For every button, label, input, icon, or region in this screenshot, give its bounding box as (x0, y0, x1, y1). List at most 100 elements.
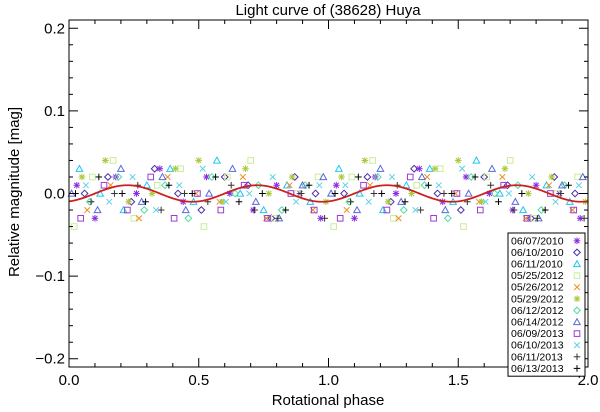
data-point (560, 181, 569, 190)
data-point (529, 173, 536, 181)
data-point (188, 190, 196, 197)
data-point (133, 190, 140, 197)
data-point (254, 181, 263, 190)
series-8 (67, 164, 587, 222)
legend-marker (573, 295, 581, 303)
series-12 (72, 173, 572, 214)
data-point (342, 182, 349, 189)
data-point (95, 189, 105, 197)
legend-marker (572, 317, 582, 326)
data-point (319, 172, 328, 181)
data-point (173, 189, 182, 198)
legend-marker (573, 353, 581, 361)
data-point (412, 206, 419, 214)
data-point (575, 182, 583, 189)
legend-label: 06/11/2013 (511, 351, 563, 363)
data-point (116, 164, 126, 172)
data-point (523, 214, 531, 222)
data-point (199, 165, 206, 172)
data-point (360, 181, 367, 189)
data-point (265, 190, 273, 197)
data-point (239, 173, 247, 181)
data-point (172, 165, 179, 173)
data-point (181, 205, 190, 214)
data-point (150, 164, 159, 173)
data-point (217, 206, 225, 214)
legend-marker (572, 259, 582, 268)
data-point (200, 223, 208, 230)
data-point (84, 206, 91, 214)
data-point (571, 189, 580, 198)
data-point (336, 214, 344, 222)
data-point (204, 189, 214, 197)
data-point (373, 172, 382, 181)
data-point (390, 214, 397, 222)
y-tick-label: 0.1 (44, 103, 65, 120)
data-point (292, 198, 300, 205)
data-point (435, 182, 442, 189)
data-point (417, 172, 427, 181)
data-point (259, 205, 268, 214)
data-point (102, 157, 109, 164)
data-point (430, 214, 437, 222)
data-point (288, 173, 296, 181)
legend-marker (573, 342, 581, 349)
data-point (433, 189, 442, 198)
data-point (406, 173, 414, 181)
data-point (454, 157, 462, 164)
data-point (119, 205, 128, 214)
data-point (532, 181, 540, 189)
data-point (114, 172, 123, 181)
data-point (505, 190, 513, 197)
data-point (77, 214, 84, 222)
data-point (490, 189, 499, 198)
data-point (118, 190, 126, 197)
data-point (487, 181, 494, 189)
data-point (456, 206, 465, 215)
data-point (158, 172, 167, 181)
data-point (273, 181, 280, 189)
data-point (518, 205, 528, 214)
data-point (223, 173, 231, 181)
x-tick-label: 1.5 (448, 372, 469, 389)
data-point (402, 180, 411, 189)
data-point (345, 197, 354, 206)
data-point (161, 181, 170, 190)
data-point (331, 190, 339, 197)
series-11 (87, 181, 588, 222)
data-point (330, 223, 337, 230)
data-point (537, 206, 546, 215)
legend-label: 06/09/2013 (511, 328, 564, 340)
legend-marker (573, 272, 581, 279)
data-point (176, 182, 183, 189)
data-point (501, 165, 509, 173)
data-point (142, 180, 151, 189)
data-point (355, 173, 362, 181)
data-point (242, 165, 249, 173)
data-point (565, 181, 572, 189)
data-point (506, 157, 514, 164)
data-point (111, 190, 118, 197)
data-point (472, 156, 481, 164)
data-point (443, 214, 452, 223)
data-point (548, 173, 555, 181)
data-point (510, 206, 518, 214)
data-point (351, 214, 358, 222)
data-point (365, 198, 372, 205)
data-point (274, 214, 282, 222)
legend-label: 05/29/2012 (511, 293, 564, 305)
data-point (467, 172, 476, 181)
data-point (477, 206, 484, 214)
data-point (82, 182, 90, 189)
data-point (259, 190, 266, 197)
series-10 (82, 165, 583, 214)
data-point (247, 157, 254, 164)
y-tick-label: −0.1 (35, 268, 65, 285)
data-point (277, 206, 286, 215)
data-point (378, 205, 388, 214)
x-tick-label: 0.0 (59, 372, 80, 389)
data-point (580, 214, 588, 222)
data-point (441, 205, 450, 214)
legend-label: 06/07/2010 (511, 235, 564, 247)
data-point (75, 164, 84, 172)
